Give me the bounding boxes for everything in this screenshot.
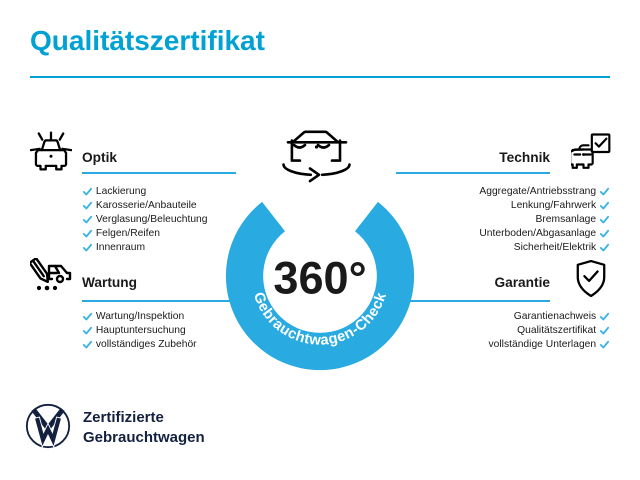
svg-text:360°: 360° (273, 253, 366, 304)
